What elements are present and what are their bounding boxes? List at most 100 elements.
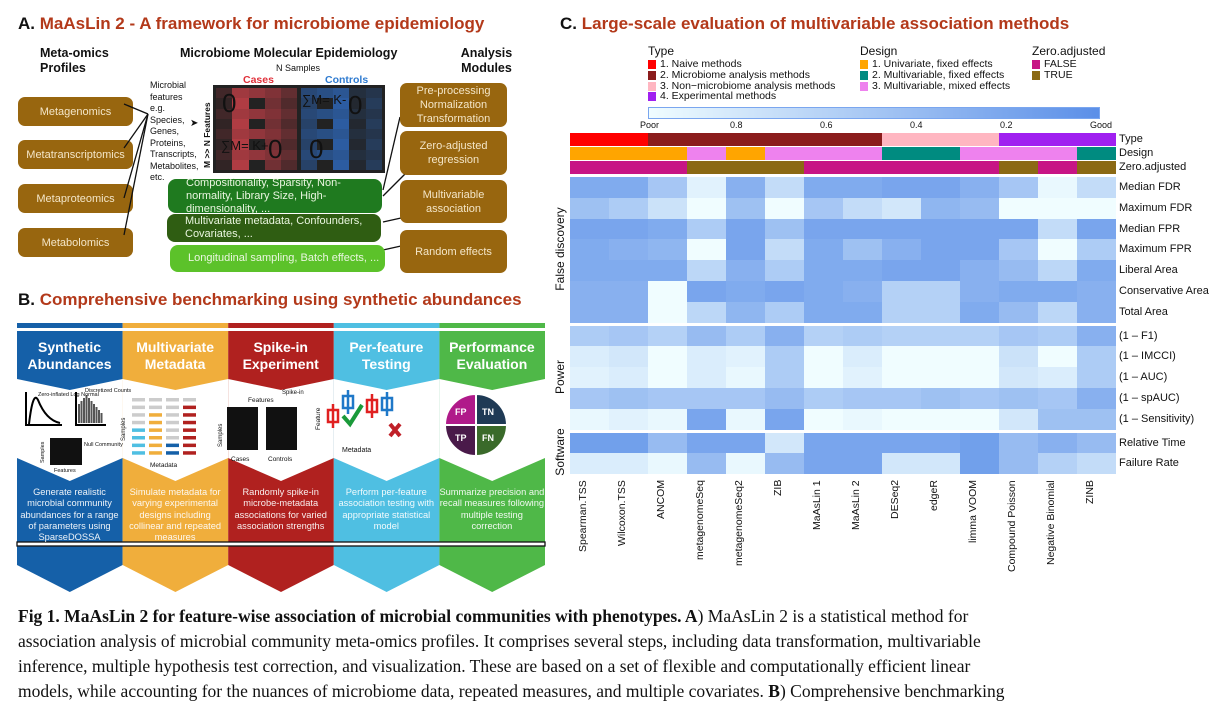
matrix-cell [300, 108, 317, 119]
heatmap-cell [843, 197, 882, 219]
matrix-cell [300, 118, 317, 129]
heatmap-cell [1077, 281, 1116, 302]
group-label: Software [553, 428, 567, 477]
heatmap-cell [687, 388, 726, 409]
histogram-bar [95, 407, 98, 423]
metadata-cell [183, 420, 196, 425]
matrix-cell [232, 159, 249, 170]
annotation-cell [882, 147, 921, 160]
heatmap-cell [921, 177, 960, 198]
annotation-cell [687, 161, 726, 174]
heatmap-row-label: Median FPR [1119, 222, 1181, 235]
heatmap-cell [765, 239, 804, 261]
histogram-bar [85, 395, 88, 423]
heatmap-cell [882, 218, 921, 240]
matrix-cell [232, 98, 249, 109]
heatmap-cell [726, 367, 765, 388]
cases-matrix-icon [227, 407, 258, 450]
annotation-cell [765, 133, 804, 146]
heatmap-cell [570, 408, 609, 430]
heatmap-cell [726, 432, 765, 454]
heatmap-cell [999, 239, 1038, 261]
heatmap-cell [1038, 408, 1077, 430]
legend-label: 3. Non−microbiome analysis methods [660, 79, 836, 92]
heatmap-cell [1038, 197, 1077, 219]
matrix-cell [349, 98, 366, 109]
annotation-cell [921, 147, 960, 160]
heatmap-cell [648, 281, 687, 302]
annotation-cell [843, 133, 882, 146]
heatmap-cell [1077, 218, 1116, 240]
illustration-label: Metadata [150, 462, 178, 469]
matrix-cell [281, 129, 298, 140]
heatmap-cell [726, 301, 765, 323]
step-description: Perform per-feature association testing … [338, 487, 435, 531]
heatmap-cell [804, 197, 843, 219]
step-title: Spike-in Experiment [242, 339, 319, 372]
metadata-cell [166, 451, 179, 455]
heatmap-cell [921, 325, 960, 347]
matrix-cell [300, 98, 317, 109]
annotation-cell [1038, 133, 1077, 146]
step-top-band [439, 323, 545, 328]
matrix-cell [365, 88, 382, 99]
heatmap-cell [921, 388, 960, 409]
heatmap-cell [921, 301, 960, 323]
heatmap-cell [960, 218, 999, 240]
heatmap-cell [921, 346, 960, 368]
heatmap-column-label: Spearman.TSS [577, 480, 589, 553]
heatmap-cell [921, 408, 960, 430]
legend-label: FALSE [1044, 58, 1077, 70]
legend-swatch [860, 81, 868, 91]
confusion-quadrant [443, 392, 477, 426]
heatmap-row-label: (1 – F1) [1119, 329, 1158, 342]
matrix-cell [216, 88, 233, 99]
heatmap-cell [999, 301, 1038, 323]
annotation-cell [804, 147, 843, 160]
profile-box: Metatranscriptomics [18, 140, 133, 169]
heatmap-cell [999, 367, 1038, 388]
illustration-label: Samples [121, 417, 127, 441]
legend-swatch [860, 60, 868, 69]
heatmap-cell [570, 239, 609, 261]
heatmap-column-label: DESeq2 [889, 480, 901, 520]
step-description: Summarize precision and recall measures … [439, 487, 545, 531]
heatmap-cell [726, 260, 765, 281]
panel-a-title: A. MaAsLin 2 - A framework for microbiom… [18, 14, 485, 33]
heatmap-cell [687, 197, 726, 219]
sum-minus-label: ∑M= K- [302, 92, 347, 107]
step-description: Randomly spike-in microbe-metadata assoc… [234, 487, 327, 531]
heatmap-cell [843, 453, 882, 475]
heatmap-cell [765, 408, 804, 430]
heatmap-cell [1077, 388, 1116, 409]
heatmap-cell [648, 260, 687, 281]
matrix-cell [248, 129, 265, 140]
heatmap-cell [570, 432, 609, 454]
matrix-cell [365, 98, 382, 109]
matrix-cell [216, 139, 233, 150]
heatmap-cell [1077, 301, 1116, 323]
confusion-label: FN [482, 433, 494, 443]
matrix-cell [333, 149, 350, 160]
heatmap-cell [726, 453, 765, 475]
group-label: False discovery [553, 207, 567, 291]
annotation-cell [765, 147, 804, 160]
heatmap-cell [960, 408, 999, 430]
heatmap-cell [960, 260, 999, 281]
heatmap-cell [687, 453, 726, 475]
heatmap-cell [648, 453, 687, 475]
heatmap-cell [648, 177, 687, 198]
illustration-label: Features [248, 397, 274, 404]
heatmap-cell [999, 432, 1038, 454]
heatmap-cell [609, 301, 648, 323]
heatmap-cell [882, 388, 921, 409]
matrix-cell [216, 108, 233, 119]
heatmap-cell [570, 388, 609, 409]
heatmap-cell [843, 346, 882, 368]
legend-item: 3. Multivariable, mixed effects [860, 80, 1010, 92]
heatmap-cell [804, 218, 843, 240]
matrix-cell [264, 98, 282, 109]
matrix-cell [216, 159, 233, 170]
annotation-cell [960, 133, 999, 146]
illustration-label: Samples [40, 441, 46, 463]
